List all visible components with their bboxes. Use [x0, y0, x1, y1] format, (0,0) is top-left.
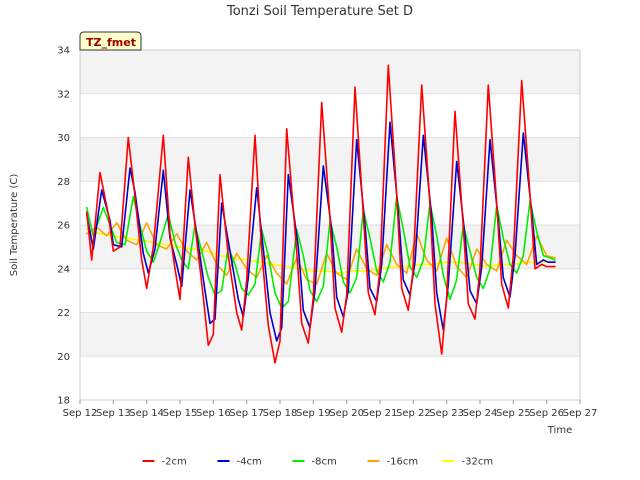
y-tick-label: 24	[57, 264, 70, 275]
y-tick-label: 22	[57, 308, 70, 319]
plot-band	[80, 356, 580, 400]
y-tick-label: 18	[57, 396, 70, 407]
y-axis-title: Soil Temperature (C)	[9, 174, 20, 277]
x-tick-label: Sep 17	[229, 408, 264, 419]
plot-band	[80, 93, 580, 138]
x-tick-label: Sep 26	[529, 408, 564, 419]
x-tick-label: Sep 25	[496, 408, 531, 419]
x-tick-label: Sep 27	[563, 408, 598, 419]
x-tick-label: Sep 23	[429, 408, 464, 419]
legend-label: -16cm	[387, 457, 419, 468]
legend-item-8cmcm: -8cm	[292, 457, 337, 468]
legend: -2cm -4cm -8cm -16cm -32cm	[142, 457, 494, 468]
y-axis-ticks: 18 20 22 24 26 28 30 32 34	[57, 46, 70, 407]
plot-band	[80, 268, 580, 313]
x-tick-label: Sep 12	[63, 408, 98, 419]
plot-band	[80, 137, 580, 182]
legend-label: -8cm	[312, 457, 337, 468]
x-axis-title: Time	[547, 425, 572, 436]
plot-band	[80, 50, 580, 94]
legend-label: -2cm	[162, 457, 187, 468]
legend-label: -32cm	[462, 457, 494, 468]
x-tick-label: Sep 20	[329, 408, 364, 419]
y-tick-label: 30	[57, 133, 70, 144]
y-tick-label: 28	[57, 177, 70, 188]
tz-tag: TZ_fmet	[79, 31, 142, 51]
x-tick-label: Sep 22	[396, 408, 431, 419]
legend-item-2cmcm: -2cm	[142, 457, 187, 468]
x-tick-label: Sep 16	[196, 408, 231, 419]
legend-item-16cmcm: -16cm	[367, 457, 419, 468]
y-tick-label: 26	[57, 221, 70, 232]
plot-band	[80, 312, 580, 357]
x-tick-label: Sep 13	[96, 408, 131, 419]
legend-item-4cmcm: -4cm	[217, 457, 262, 468]
x-tick-label: Sep 19	[296, 408, 331, 419]
series-line-32cmcm	[85, 228, 556, 274]
x-tick-label: Sep 18	[263, 408, 298, 419]
legend-label: -4cm	[237, 457, 262, 468]
plot-frame	[79, 49, 581, 401]
x-tick-label: Sep 21	[363, 408, 398, 419]
x-tick-label: Sep 15	[163, 408, 198, 419]
y-tick-label: 34	[57, 46, 70, 57]
x-tick-label: Sep 24	[463, 408, 498, 419]
series-line-16cmcm	[85, 222, 556, 285]
chart-title: Tonzi Soil Temperature Set D	[226, 4, 413, 19]
series-line-2cmcm	[85, 64, 556, 364]
legend-item-32cmcm: -32cm	[442, 457, 494, 468]
series-layer	[85, 64, 556, 364]
tz-tag-label: TZ_fmet	[86, 36, 136, 49]
tz-tag-box	[79, 31, 142, 51]
x-tick-label: Sep 14	[129, 408, 164, 419]
y-tick-label: 20	[57, 352, 70, 363]
y-tick-label: 32	[57, 89, 70, 100]
